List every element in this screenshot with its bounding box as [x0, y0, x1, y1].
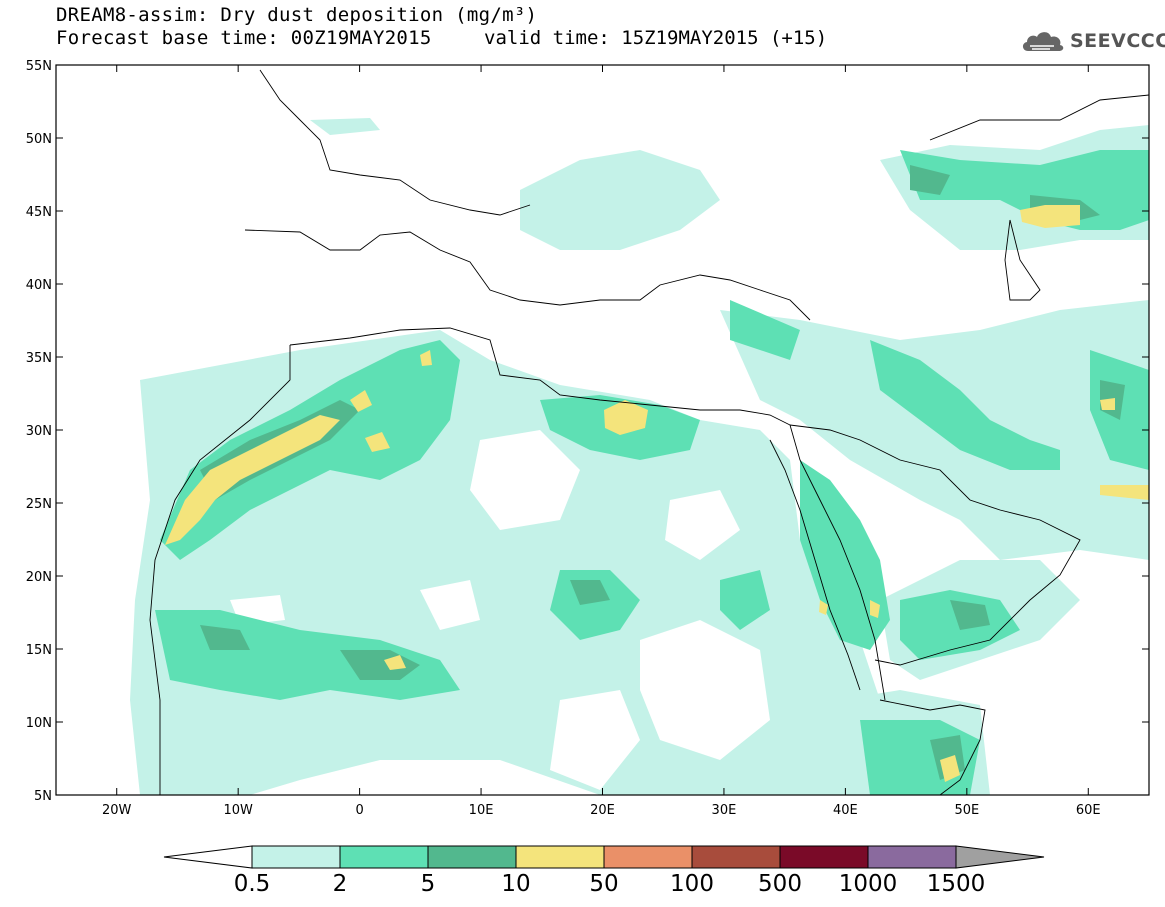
colorbar-label: 1500	[927, 871, 986, 897]
logo-text: SEEVCCC	[1070, 30, 1165, 52]
y-tick-label: 55N	[26, 59, 52, 74]
y-tick-label: 35N	[26, 351, 52, 366]
y-tick-label: 25N	[26, 497, 52, 512]
colorbar-swatch	[251, 845, 341, 869]
colorbar-overflow	[955, 845, 1045, 869]
coastlines	[149, 69, 1149, 795]
colorbar-label: 2	[333, 871, 348, 897]
colorbar-label: 10	[501, 871, 530, 897]
colorbar-label: 100	[670, 871, 714, 897]
colorbar-label: 0.5	[234, 871, 271, 897]
x-tick-label: 20E	[590, 803, 615, 818]
colorbar-label: 500	[758, 871, 802, 897]
colorbar-label: 1000	[839, 871, 898, 897]
x-tick-label: 30E	[712, 803, 737, 818]
y-tick-label: 20N	[26, 570, 52, 585]
dust-holes	[230, 430, 770, 790]
colorbar-swatch	[427, 845, 517, 869]
colorbar: 0.5 2 5 10 50 100 500 1000 1500	[163, 845, 1045, 897]
cloud-icon	[1022, 32, 1064, 51]
x-tick-label: 10W	[223, 803, 253, 818]
title-line-2: Forecast base time: 00Z19MAY2015	[56, 27, 432, 49]
y-tick-label: 45N	[26, 205, 52, 220]
title-line-1: DREAM8-assim: Dry dust deposition (mg/m³…	[56, 4, 538, 26]
x-axis: 20W 10W 0 10E 20E 30E 40E 50E 60E	[102, 65, 1101, 818]
x-tick-label: 0	[355, 803, 363, 818]
y-axis: 55N 50N 45N 40N 35N 30N 25N 20N 15N 10N 5N	[26, 59, 1149, 804]
valid-time: valid time: 15Z19MAY2015 (+15)	[484, 27, 828, 49]
x-tick-label: 60E	[1076, 803, 1101, 818]
x-tick-label: 10E	[469, 803, 494, 818]
y-tick-label: 40N	[26, 278, 52, 293]
seevccc-logo: SEEVCCC	[1020, 26, 1165, 56]
colorbar-swatch	[867, 845, 957, 869]
y-tick-label: 30N	[26, 424, 52, 439]
y-tick-label: 10N	[26, 716, 52, 731]
colorbar-swatch	[515, 845, 605, 869]
colorbar-swatch	[691, 845, 781, 869]
x-tick-label: 50E	[954, 803, 979, 818]
y-tick-label: 5N	[34, 789, 52, 804]
dust-level-4	[165, 205, 1149, 782]
x-tick-label: 40E	[833, 803, 858, 818]
colorbar-swatch	[779, 845, 869, 869]
x-tick-label: 20W	[102, 803, 132, 818]
colorbar-label: 5	[421, 871, 436, 897]
colorbar-underflow	[163, 845, 253, 869]
colorbar-swatch	[339, 845, 429, 869]
y-tick-label: 50N	[26, 132, 52, 147]
dust-field	[130, 118, 1149, 795]
colorbar-swatch	[603, 845, 693, 869]
colorbar-label: 50	[589, 871, 618, 897]
y-tick-label: 15N	[26, 643, 52, 658]
